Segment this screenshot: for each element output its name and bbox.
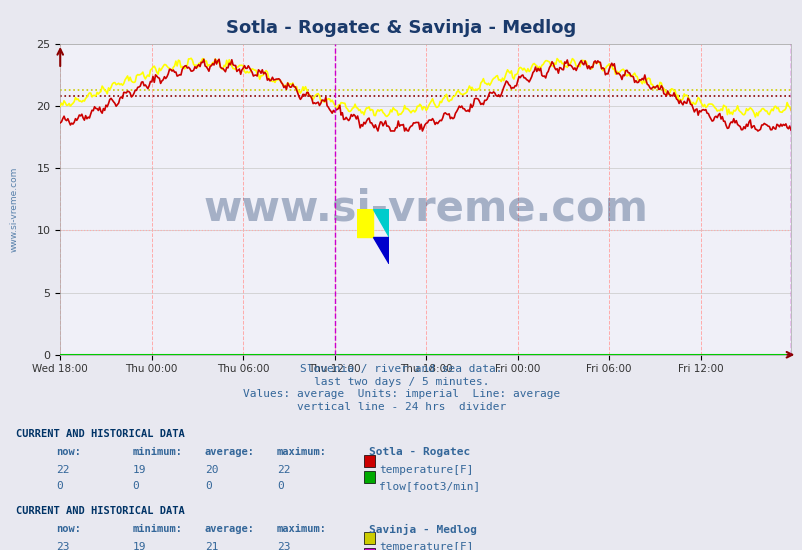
Text: 19: 19 xyxy=(132,542,146,550)
Text: www.si-vreme.com: www.si-vreme.com xyxy=(10,166,18,252)
Text: Slovenia / river and sea data.: Slovenia / river and sea data. xyxy=(300,364,502,374)
Text: last two days / 5 minutes.: last two days / 5 minutes. xyxy=(314,377,488,387)
Text: maximum:: maximum: xyxy=(277,447,326,457)
Polygon shape xyxy=(373,209,389,236)
Text: minimum:: minimum: xyxy=(132,447,182,457)
Text: www.si-vreme.com: www.si-vreme.com xyxy=(203,188,647,230)
Text: CURRENT AND HISTORICAL DATA: CURRENT AND HISTORICAL DATA xyxy=(16,506,184,516)
Text: Values: average  Units: imperial  Line: average: Values: average Units: imperial Line: av… xyxy=(242,389,560,399)
Text: flow[foot3/min]: flow[foot3/min] xyxy=(379,481,480,491)
Text: 22: 22 xyxy=(56,465,70,475)
Text: 0: 0 xyxy=(277,481,283,491)
Text: average:: average: xyxy=(205,447,254,457)
Text: 20: 20 xyxy=(205,465,218,475)
Text: Savinja - Medlog: Savinja - Medlog xyxy=(369,524,476,535)
Text: 23: 23 xyxy=(277,542,290,550)
Text: 0: 0 xyxy=(205,481,211,491)
Text: average:: average: xyxy=(205,524,254,534)
Text: 19: 19 xyxy=(132,465,146,475)
Text: now:: now: xyxy=(56,447,81,457)
Text: Sotla - Rogatec & Savinja - Medlog: Sotla - Rogatec & Savinja - Medlog xyxy=(226,19,576,37)
Text: temperature[F]: temperature[F] xyxy=(379,542,473,550)
Text: minimum:: minimum: xyxy=(132,524,182,534)
Bar xyxy=(357,209,373,236)
Text: 23: 23 xyxy=(56,542,70,550)
Text: 22: 22 xyxy=(277,465,290,475)
Text: 21: 21 xyxy=(205,542,218,550)
Text: 0: 0 xyxy=(56,481,63,491)
Text: maximum:: maximum: xyxy=(277,524,326,534)
Polygon shape xyxy=(373,236,389,264)
Text: Sotla - Rogatec: Sotla - Rogatec xyxy=(369,447,470,457)
Text: now:: now: xyxy=(56,524,81,534)
Text: CURRENT AND HISTORICAL DATA: CURRENT AND HISTORICAL DATA xyxy=(16,429,184,439)
Text: vertical line - 24 hrs  divider: vertical line - 24 hrs divider xyxy=(297,402,505,412)
Text: temperature[F]: temperature[F] xyxy=(379,465,473,475)
Text: 0: 0 xyxy=(132,481,139,491)
